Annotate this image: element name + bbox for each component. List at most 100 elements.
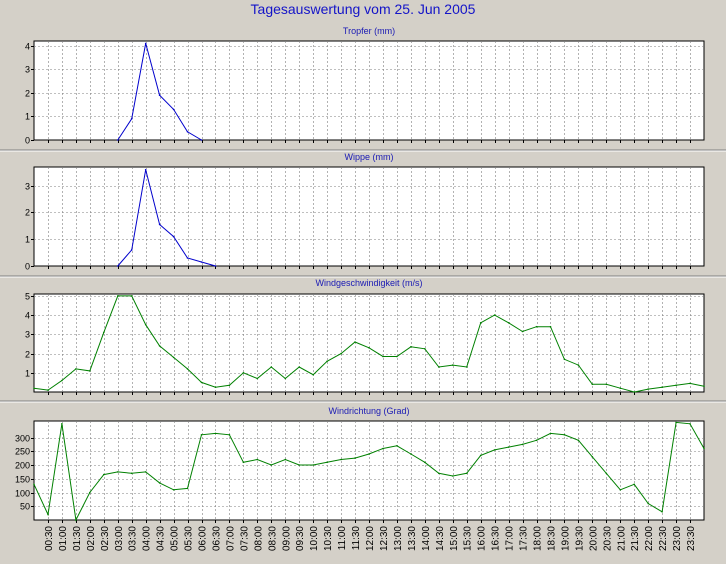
data-point	[368, 347, 370, 349]
data-point	[228, 434, 231, 436]
data-point	[493, 449, 496, 451]
data-point	[410, 346, 412, 348]
data-point	[144, 471, 147, 473]
x-tick-label: 09:30	[295, 526, 306, 551]
series-line	[117, 169, 216, 267]
x-tick-label: 13:30	[407, 526, 418, 551]
y-tick-label: 0	[25, 136, 30, 146]
plot-area	[33, 40, 705, 141]
x-tick-label: 10:30	[323, 526, 334, 551]
x-tick-label: 11:00	[337, 526, 348, 551]
data-point	[326, 360, 328, 363]
y-tick-label: 5	[25, 292, 30, 302]
panel-title: Wippe (mm)	[345, 152, 394, 162]
x-tick-label: 12:30	[379, 526, 390, 551]
data-point	[340, 458, 342, 461]
data-point	[661, 386, 663, 389]
x-tick-label: 04:30	[156, 526, 167, 551]
data-point	[186, 257, 189, 259]
data-point	[200, 381, 203, 384]
x-tick-label: 03:00	[114, 526, 125, 551]
x-tick-label: 05:00	[170, 526, 181, 551]
data-point	[200, 139, 203, 141]
data-point	[117, 295, 119, 297]
x-tick-label: 23:00	[672, 526, 683, 551]
data-point	[158, 223, 161, 226]
data-point	[563, 434, 566, 436]
x-tick-label: 15:00	[449, 526, 460, 551]
data-point	[214, 432, 217, 435]
data-point	[172, 235, 175, 238]
data-point	[172, 108, 175, 111]
x-tick-label: 20:00	[588, 526, 599, 551]
data-point	[89, 491, 91, 494]
data-point	[242, 372, 245, 374]
data-point	[605, 472, 608, 475]
data-point	[633, 483, 635, 486]
x-tick-label: 14:00	[421, 526, 432, 551]
data-point	[200, 434, 203, 436]
y-tick-label: 1	[25, 369, 30, 379]
y-tick-label: 0	[25, 262, 30, 272]
panel-title: Tropfer (mm)	[343, 26, 395, 36]
x-tick-label: 22:00	[644, 526, 655, 551]
data-point	[340, 352, 342, 355]
data-point	[270, 366, 273, 368]
data-point	[493, 314, 496, 316]
x-tick-label: 06:30	[211, 526, 222, 551]
data-point	[661, 511, 663, 513]
data-point	[158, 482, 161, 484]
data-point	[438, 366, 440, 368]
data-point	[465, 472, 468, 475]
x-tick-label: 00:30	[44, 526, 55, 551]
x-tick-label: 14:30	[435, 526, 446, 551]
data-point	[61, 423, 63, 425]
data-point	[689, 382, 691, 385]
y-tick-label: 4	[25, 311, 30, 321]
data-point	[47, 513, 49, 516]
data-point	[689, 423, 691, 425]
y-tick-label: 50	[20, 502, 30, 512]
data-point	[270, 464, 273, 466]
data-point	[256, 377, 259, 380]
y-tick-label: 3	[25, 65, 30, 75]
data-point	[89, 370, 91, 372]
panel-title: Windgeschwindigkeit (m/s)	[315, 278, 422, 288]
x-tick-label: 07:00	[225, 526, 236, 551]
data-point	[368, 453, 370, 455]
x-tick-label: 05:30	[184, 526, 195, 551]
data-point	[172, 489, 175, 491]
data-point	[396, 445, 398, 447]
data-point	[647, 502, 649, 505]
x-tick-label: 16:00	[477, 526, 488, 551]
data-point	[535, 439, 538, 442]
data-point	[396, 355, 398, 358]
data-point	[452, 364, 454, 366]
data-point	[675, 384, 677, 387]
x-tick-label: 20:30	[602, 526, 613, 551]
data-point	[186, 487, 189, 490]
data-point	[619, 387, 622, 390]
x-tick-label: 08:00	[253, 526, 264, 551]
x-tick-label: 19:30	[574, 526, 585, 551]
data-point	[130, 118, 133, 120]
y-tick-label: 150	[15, 475, 30, 485]
data-point	[144, 323, 147, 326]
x-tick-label: 22:30	[658, 526, 669, 551]
data-point	[424, 461, 426, 464]
y-tick-label: 250	[15, 447, 30, 457]
data-point	[563, 358, 566, 361]
x-tick-label: 11:30	[351, 526, 362, 551]
data-point	[438, 472, 440, 475]
y-tick-label: 2	[25, 350, 30, 360]
x-tick-label: 03:30	[128, 526, 139, 551]
data-point	[605, 383, 608, 386]
data-point	[75, 368, 77, 370]
data-point	[382, 355, 384, 358]
data-point	[130, 472, 133, 475]
x-tick-label: 12:00	[365, 526, 376, 551]
data-point	[130, 249, 133, 251]
x-tick-label: 17:30	[519, 526, 530, 551]
data-point	[158, 94, 161, 96]
